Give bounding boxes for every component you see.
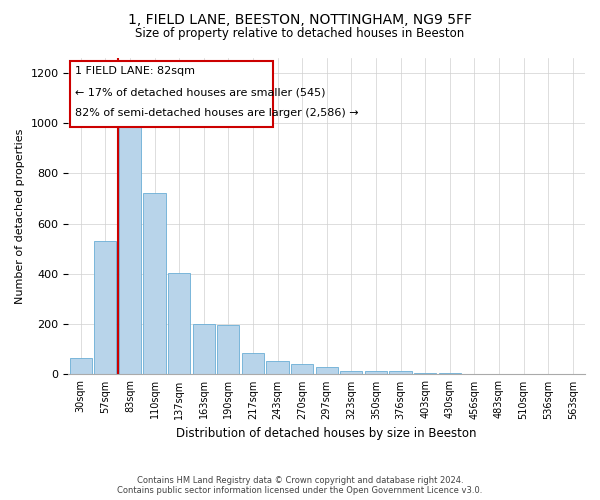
- Bar: [70, 60, 272, 126]
- Bar: [389, 370, 412, 374]
- Text: 1, FIELD LANE, BEESTON, NOTTINGHAM, NG9 5FF: 1, FIELD LANE, BEESTON, NOTTINGHAM, NG9 …: [128, 12, 472, 26]
- Bar: [414, 373, 436, 374]
- Bar: [291, 364, 313, 374]
- X-axis label: Distribution of detached houses by size in Beeston: Distribution of detached houses by size …: [176, 427, 477, 440]
- Bar: [119, 123, 141, 374]
- Bar: [242, 353, 264, 374]
- Bar: [316, 367, 338, 374]
- Text: 1 FIELD LANE: 82sqm: 1 FIELD LANE: 82sqm: [74, 66, 194, 76]
- Text: ← 17% of detached houses are smaller (545): ← 17% of detached houses are smaller (54…: [74, 88, 325, 98]
- Bar: [439, 373, 461, 374]
- Text: 82% of semi-detached houses are larger (2,586) →: 82% of semi-detached houses are larger (…: [74, 108, 358, 118]
- Bar: [70, 358, 92, 374]
- Bar: [193, 324, 215, 374]
- Y-axis label: Number of detached properties: Number of detached properties: [15, 128, 25, 304]
- Bar: [94, 241, 116, 374]
- Bar: [365, 370, 387, 374]
- Bar: [266, 360, 289, 374]
- Text: Contains HM Land Registry data © Crown copyright and database right 2024.
Contai: Contains HM Land Registry data © Crown c…: [118, 476, 482, 495]
- Bar: [143, 194, 166, 374]
- Bar: [168, 272, 190, 374]
- Bar: [340, 370, 362, 374]
- Text: Size of property relative to detached houses in Beeston: Size of property relative to detached ho…: [136, 28, 464, 40]
- Bar: [217, 326, 239, 374]
